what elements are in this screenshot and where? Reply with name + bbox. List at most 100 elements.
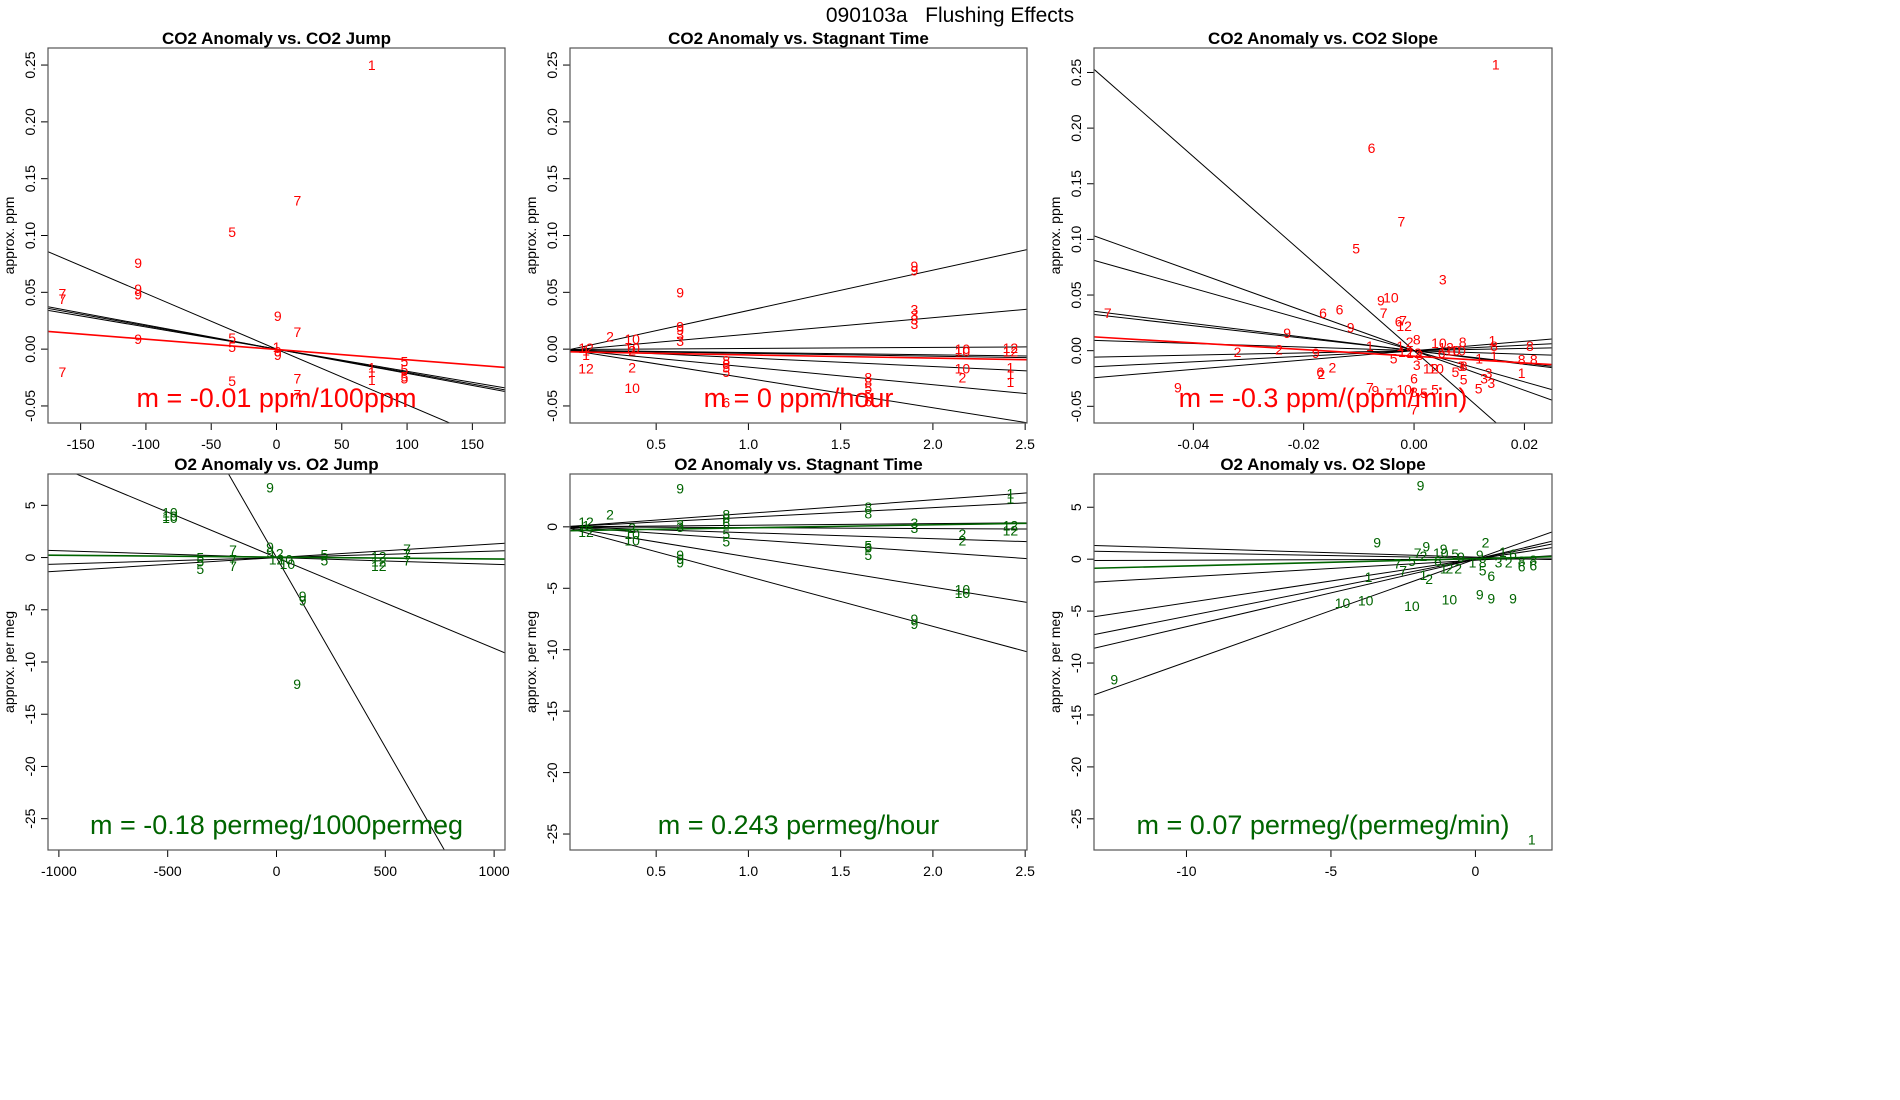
data-point-label: 2 [1420,548,1428,564]
fit-line [1094,259,1552,391]
data-point-label: 5 [864,387,872,403]
data-point-label: 9 [676,551,684,567]
x-tick-label: -0.04 [1177,436,1209,452]
data-point-label: 8 [864,370,872,386]
x-tick-label: -10 [1176,863,1196,879]
data-point-label: 5 [1408,553,1416,569]
data-point-label: 8 [1410,384,1418,400]
data-point-label: 5 [228,224,236,240]
data-point-label: 6 [1529,557,1537,573]
overall-fit-line [1094,336,1552,366]
data-point-label: 9 [266,544,274,560]
slope-annotation: m = 0.243 permeg/hour [658,810,939,840]
data-point-label: 5 [196,550,204,566]
y-tick-label: 0.25 [544,51,560,78]
data-point-label: 1 [1440,561,1448,577]
data-point-label: 9 [911,616,919,632]
panel-1: CO2 Anomaly vs. CO2 Jump approx. ppm -150 -… [1,29,506,452]
data-point-label: 5 [1352,240,1360,256]
data-point-label: 5 [320,546,328,562]
x-tick-label: 2.5 [1015,863,1035,879]
data-point-label: 2 [1328,359,1336,375]
data-point-label: 3 [1480,370,1488,386]
data-point-label: 8 [1526,338,1534,354]
data-point-label: 5 [401,362,409,378]
fit-line [570,350,1027,359]
x-tick-label: 1.0 [739,863,759,879]
data-point-label: 1 [1475,350,1483,366]
data-point-label: 5 [1390,350,1398,366]
data-point-label: 9 [1283,325,1291,341]
data-point-label: 3 [911,307,919,323]
data-point-label: 2 [606,329,614,345]
panel-title: CO2 Anomaly vs. CO2 Slope [1208,29,1438,48]
data-point-label: 12 [1003,340,1019,356]
data-point-label: 12 [578,524,594,540]
panel-2: CO2 Anomaly vs. Stagnant Time approx. ppm… [523,29,1035,452]
data-point-label: 9 [1422,539,1430,555]
data-point-label: 1 [1518,365,1526,381]
data-point-label: 1 [1006,374,1014,390]
x-tick-label: 0.5 [646,436,666,452]
data-point-label: 6 [1336,301,1344,317]
data-point-label: 2 [1275,342,1283,358]
data-point-label: 10 [955,582,971,598]
x-tick-label: 1000 [479,863,510,879]
fit-line [1094,343,1552,368]
data-point-label: 6 [1316,364,1324,380]
x-tick-label: 2.5 [1015,436,1035,452]
data-point-label: 10 [624,532,640,548]
data-point-label: 7 [1385,385,1393,401]
y-axis-label: approx. per meg [1,611,17,713]
data-point-label: 5 [1451,546,1459,562]
panel-title: O2 Anomaly vs. O2 Jump [174,455,378,474]
data-point-label: 5 [228,330,236,346]
data-point-label: 9 [1476,586,1484,602]
data-point-label: 9 [1372,383,1380,399]
data-point-label: 3 [676,516,684,532]
data-point-label: 5 [722,364,730,380]
fit-line [570,308,1027,351]
data-point-label: 8 [1479,554,1487,570]
data-point-label: 12 [1423,360,1439,376]
data-point-label: 7 [293,324,301,340]
data-point-label: 6 [1434,553,1442,569]
data-point-label: 10 [1442,592,1458,608]
y-tick-label: -20 [544,762,560,782]
plot-frame [1093,47,1553,424]
data-point-label: 9 [293,676,301,692]
data-point-label: 1 [1528,832,1536,848]
data-point-label: 3 [911,520,919,536]
data-point-label: 9 [1174,379,1182,395]
x-tick-label: -5 [1325,863,1338,879]
data-point-label: 9 [1509,591,1517,607]
data-point-label: 5 [401,371,409,387]
data-point-label: 8 [864,499,872,515]
y-axis-label: approx. ppm [1,197,17,275]
data-point-label: 6 [864,540,872,556]
data-point-label: 7 [403,553,411,569]
data-point-label: 7 [1380,305,1388,321]
y-tick-label: -25 [22,808,38,828]
x-tick-label: 0 [273,863,281,879]
panel-title: CO2 Anomaly vs. CO2 Jump [162,29,391,48]
y-tick-label: 0.25 [22,51,38,78]
data-point-label: 2 [276,545,284,561]
data-point-label: 1 [582,518,590,534]
data-point-label: 2 [959,370,967,386]
data-point-label: 7 [1366,379,1374,395]
data-point-label: 9 [676,554,684,570]
data-point-label: 8 [1529,552,1537,568]
data-point-label: 5 [1431,382,1439,398]
data-point-label: 5 [228,373,236,389]
fit-line [1094,310,1552,369]
data-point-label: 5 [196,554,204,570]
data-point-label: 3 [1439,271,1447,287]
data-point-label: 7 [1414,545,1422,561]
y-tick-label: 5 [1068,503,1084,511]
data-point-label: 12 [1438,339,1454,355]
y-tick-label: 0 [1068,555,1084,563]
data-point-label: 9 [134,331,142,347]
fit-line [570,492,1027,527]
